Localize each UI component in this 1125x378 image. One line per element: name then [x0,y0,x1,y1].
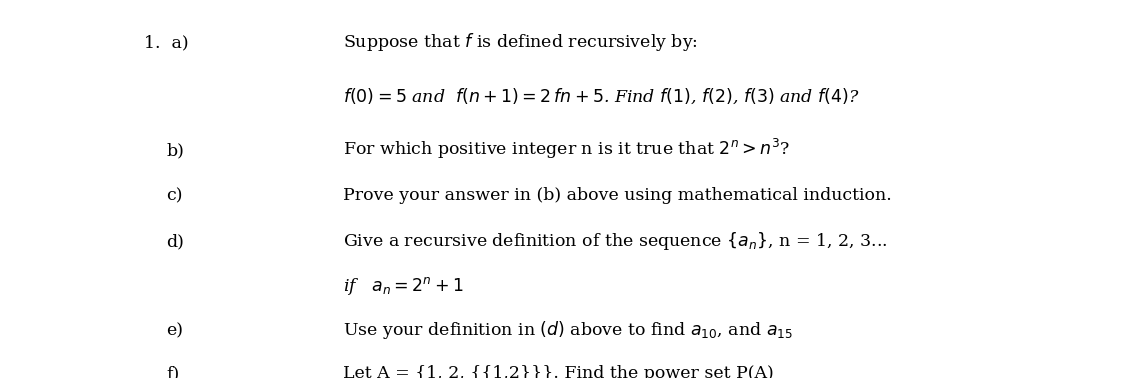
Text: Use your definition in $\mathit{(d)}$ above to find $a_{10}$, and $a_{15}$: Use your definition in $\mathit{(d)}$ ab… [343,319,793,341]
Text: Give a recursive definition of the sequence $\{a_n\}$, n = 1, 2, 3...: Give a recursive definition of the seque… [343,231,888,253]
Text: Let A = {1, 2, {{1,2}}}. Find the power set P(A): Let A = {1, 2, {{1,2}}}. Find the power … [343,365,774,378]
Text: b): b) [166,142,184,159]
Text: if   $a_n = 2^n + 1$: if $a_n = 2^n + 1$ [343,275,464,297]
Text: e): e) [166,322,183,339]
Text: f): f) [166,365,180,378]
Text: Prove your answer in (b) above using mathematical induction.: Prove your answer in (b) above using mat… [343,187,892,204]
Text: 1.  a): 1. a) [144,34,189,51]
Text: Suppose that $\mathit{f}$ is defined recursively by:: Suppose that $\mathit{f}$ is defined rec… [343,31,698,53]
Text: c): c) [166,187,183,204]
Text: For which positive integer n is it true that $2^n > n^3$?: For which positive integer n is it true … [343,137,791,161]
Text: d): d) [166,234,184,251]
Text: $f(0) = 5$ and  $f(n+1) = 2\,fn+5$. Find $f(1)$, $f(2)$, $f(3)$ and $f(4)$?: $f(0) = 5$ and $f(n+1) = 2\,fn+5$. Find … [343,87,860,106]
